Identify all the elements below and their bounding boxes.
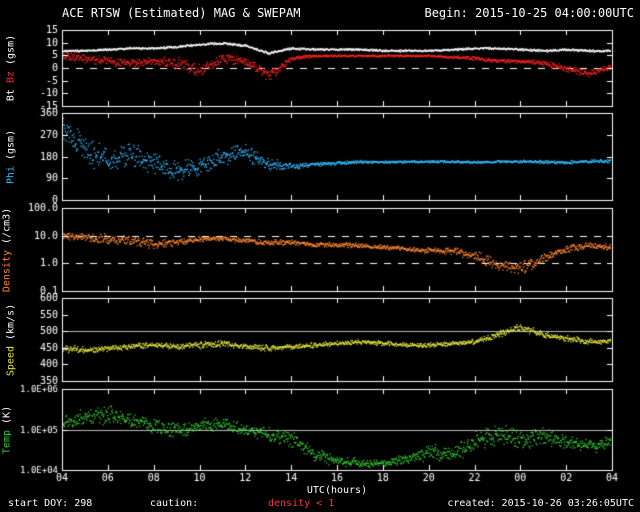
created-timestamp: created: 2015-10-26 03:26:05UTC [447,498,634,509]
ylabel-part: (km/s) [5,303,17,340]
ylabel-part: (/cm3) [1,207,13,244]
ylabel-part: Density [1,250,13,293]
plot-title: ACE RTSW (Estimated) MAG & SWEPAM [62,6,301,20]
ylabel-density: Density (/cm3) [2,208,13,292]
ylabel-part: Phi [5,166,17,185]
ylabel-temp: Temp (K) [2,406,13,454]
caution-value: density < 1 [268,498,335,509]
ylabel-part: Temp [1,430,13,455]
ylabel-part: (gsm) [5,34,17,65]
start-doy-label: start DOY: 298 [8,498,93,509]
ylabel-speed: Speed (km/s) [6,304,17,376]
ylabel-part: (K) [1,405,13,424]
ylabel-part: Bt [5,89,17,102]
xaxis-title: UTC(hours) [306,485,368,496]
caution-label: caution: [150,498,199,509]
ylabel-part: (gsm) [5,129,17,161]
ylabel-mag: Bt Bz (gsm) [6,35,17,101]
begin-timestamp: Begin: 2015-10-25 04:00:00UTC [424,6,634,20]
ylabel-part: Speed [5,346,17,377]
ylabel-part: Bz [5,71,17,84]
ylabel-phi: Phi (gsm) [6,130,17,184]
